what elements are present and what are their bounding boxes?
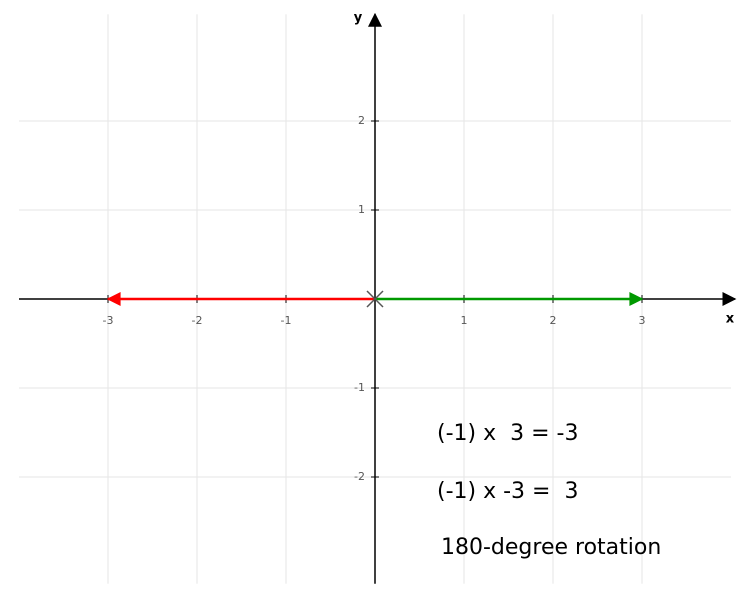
origin-cross [366,290,384,308]
y-axis-label: y [354,11,363,26]
annotation: (-1) x 3 = -3 [437,421,578,446]
x-tick-label: -3 [103,314,114,327]
y-tick-label: 1 [358,203,365,216]
x-tick-label: -1 [281,314,292,327]
x-tick-label: 1 [461,314,468,327]
x-tick-label: 3 [639,314,646,327]
annotation: (-1) x -3 = 3 [437,479,578,504]
annotation: 180-degree rotation [441,535,661,560]
x-tick-label: -2 [192,314,203,327]
y-tick-label: -1 [354,381,365,394]
x-axis-label: x [726,312,735,327]
marks [106,290,644,308]
x-tick-label: 2 [550,314,557,327]
y-tick-label: 2 [358,114,365,127]
y-tick-label: -2 [354,470,365,483]
